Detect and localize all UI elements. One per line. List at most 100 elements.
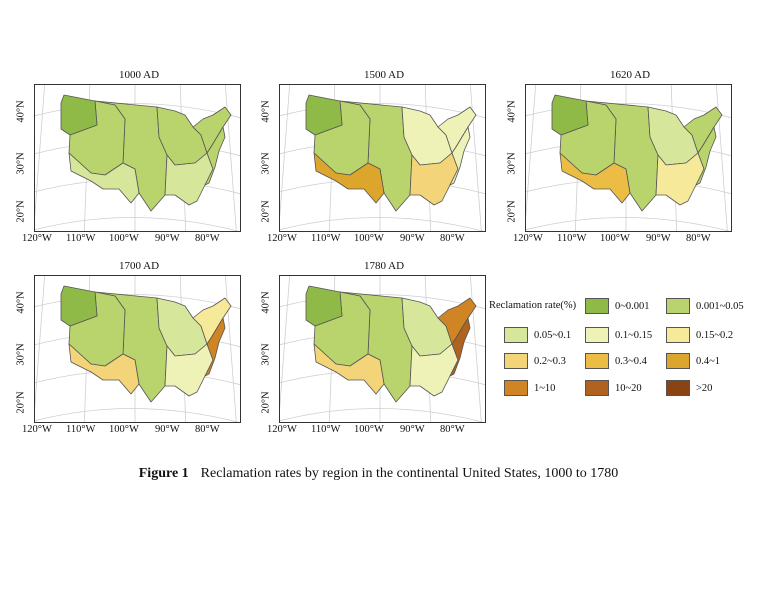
longitude-label: 90°W bbox=[400, 233, 425, 244]
panel-title: 1500 AD bbox=[363, 69, 405, 81]
region-coast bbox=[449, 126, 471, 186]
longitude-label: 90°W bbox=[400, 424, 425, 435]
region-coast bbox=[204, 317, 226, 377]
legend-item: 0.3~0.4 bbox=[585, 353, 647, 369]
legend-label: 0.1~0.15 bbox=[615, 329, 653, 341]
latitude-label: 40°N bbox=[260, 291, 272, 314]
longitude-label: 110°W bbox=[311, 233, 341, 244]
legend-label: 10~20 bbox=[615, 382, 642, 394]
longitude-label: 80°W bbox=[686, 233, 711, 244]
us-map bbox=[280, 276, 485, 422]
longitude-label: 120°W bbox=[22, 424, 52, 435]
longitude-label: 90°W bbox=[155, 233, 180, 244]
panel-title: 1620 AD bbox=[609, 69, 651, 81]
longitude-label: 80°W bbox=[195, 424, 220, 435]
longitude-label: 120°W bbox=[267, 233, 297, 244]
legend-swatch bbox=[504, 353, 528, 369]
longitude-label: 90°W bbox=[646, 233, 671, 244]
legend-item: >20 bbox=[666, 380, 712, 396]
latitude-label: 20°N bbox=[260, 200, 272, 223]
latitude-label: 30°N bbox=[260, 152, 272, 175]
legend-label: 0.001~0.05 bbox=[696, 300, 744, 312]
latitude-label: 40°N bbox=[260, 100, 272, 123]
region-pnw bbox=[551, 94, 589, 136]
region-coast bbox=[449, 317, 471, 377]
graticule-longitude bbox=[715, 85, 728, 231]
region-pnw bbox=[305, 94, 343, 136]
legend-label: 0.3~0.4 bbox=[615, 355, 647, 367]
latitude-label: 30°N bbox=[260, 343, 272, 366]
latitude-label: 30°N bbox=[15, 343, 27, 366]
legend-item: 1~10 bbox=[504, 380, 555, 396]
longitude-label: 90°W bbox=[155, 424, 180, 435]
graticule-latitude bbox=[35, 217, 239, 231]
longitude-label: 80°W bbox=[440, 233, 465, 244]
map-frame bbox=[279, 84, 486, 232]
latitude-label: 20°N bbox=[15, 200, 27, 223]
longitude-label: 100°W bbox=[354, 233, 384, 244]
legend-item: 0.05~0.1 bbox=[504, 327, 571, 343]
longitude-label: 100°W bbox=[109, 233, 139, 244]
graticule-longitude bbox=[35, 85, 46, 219]
legend-item: 0~0.001 bbox=[585, 298, 650, 314]
legend-item: 10~20 bbox=[585, 380, 642, 396]
legend-item: 0.4~1 bbox=[666, 353, 720, 369]
us-map bbox=[35, 85, 240, 231]
longitude-label: 100°W bbox=[600, 233, 630, 244]
figure-label: Figure 1 bbox=[138, 466, 189, 481]
longitude-label: 120°W bbox=[267, 424, 297, 435]
figure-caption: Figure 1 Reclamation rates by region in t… bbox=[0, 466, 757, 482]
longitude-label: 80°W bbox=[195, 233, 220, 244]
region-pnw bbox=[60, 285, 98, 327]
panel-title: 1780 AD bbox=[363, 260, 405, 272]
graticule-longitude bbox=[526, 85, 537, 219]
legend-item: 0.2~0.3 bbox=[504, 353, 566, 369]
panel-title: 1000 AD bbox=[118, 69, 160, 81]
latitude-label: 20°N bbox=[506, 200, 518, 223]
graticule-latitude bbox=[280, 217, 484, 231]
legend-label: 0.15~0.2 bbox=[696, 329, 734, 341]
longitude-label: 110°W bbox=[66, 424, 96, 435]
legend-swatch bbox=[666, 353, 690, 369]
legend-item: 0.15~0.2 bbox=[666, 327, 733, 343]
region-coast bbox=[695, 126, 717, 186]
map-frame bbox=[279, 275, 486, 423]
legend-label: >20 bbox=[696, 382, 713, 394]
us-map bbox=[526, 85, 731, 231]
graticule-longitude bbox=[35, 276, 46, 410]
figure-caption-text: Reclamation rates by region in the conti… bbox=[200, 466, 619, 481]
latitude-label: 40°N bbox=[15, 291, 27, 314]
legend-swatch bbox=[504, 327, 528, 343]
latitude-label: 40°N bbox=[15, 100, 27, 123]
graticule-latitude bbox=[526, 217, 730, 231]
us-map bbox=[280, 85, 485, 231]
region-sw bbox=[313, 152, 385, 204]
legend-label: 0~0.001 bbox=[615, 300, 650, 312]
legend-title: Reclamation rate(%) bbox=[489, 300, 577, 311]
graticule-longitude bbox=[224, 276, 237, 422]
legend-label: 1~10 bbox=[534, 382, 556, 394]
legend-label: 0.2~0.3 bbox=[534, 355, 566, 367]
legend-swatch bbox=[585, 327, 609, 343]
legend-label: 0.05~0.1 bbox=[534, 329, 572, 341]
legend-swatch bbox=[504, 380, 528, 396]
graticule-latitude bbox=[35, 408, 239, 422]
legend-label: 0.4~1 bbox=[696, 355, 721, 367]
longitude-label: 100°W bbox=[109, 424, 139, 435]
longitude-label: 120°W bbox=[513, 233, 543, 244]
graticule-longitude bbox=[280, 276, 291, 410]
latitude-label: 40°N bbox=[506, 100, 518, 123]
latitude-label: 30°N bbox=[15, 152, 27, 175]
graticule-longitude bbox=[469, 85, 482, 231]
legend-swatch bbox=[585, 380, 609, 396]
graticule-longitude bbox=[469, 276, 482, 422]
region-sw bbox=[68, 343, 140, 395]
region-sw bbox=[68, 152, 140, 204]
map-frame bbox=[525, 84, 732, 232]
longitude-label: 100°W bbox=[354, 424, 384, 435]
longitude-label: 120°W bbox=[22, 233, 52, 244]
graticule-latitude bbox=[280, 408, 484, 422]
legend-swatch bbox=[585, 298, 609, 314]
region-sw bbox=[313, 343, 385, 395]
legend-swatch bbox=[585, 353, 609, 369]
